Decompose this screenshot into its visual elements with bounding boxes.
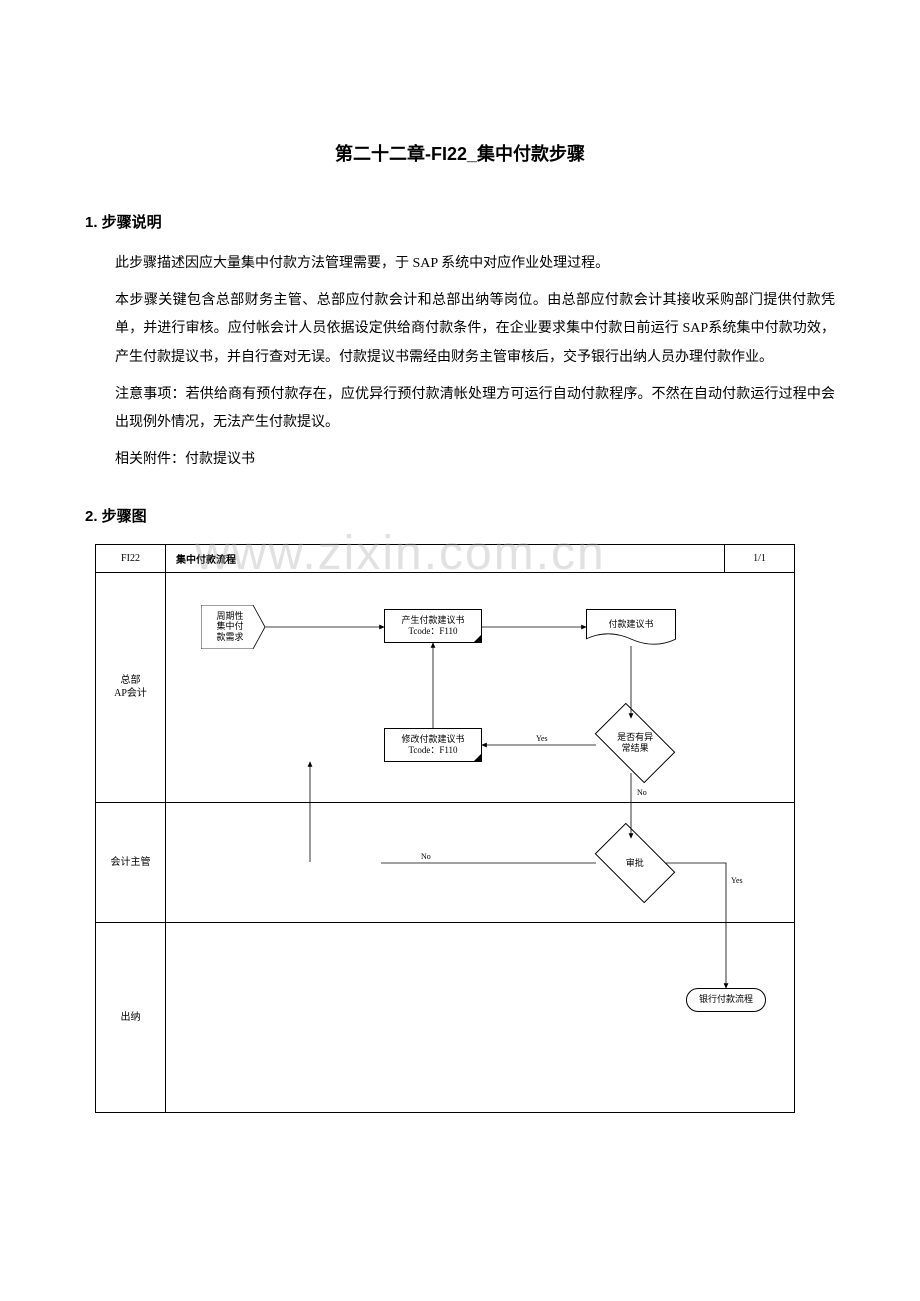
section-description: 1. 步骤说明 此步骤描述因应大量集中付款方法管理需要，于 SAP 系统中对应作… [85,211,835,475]
lane3-connectors [166,923,796,1113]
lane1-body: 周期性 集中付 款需求 产生付款建议书 Tcode：F110 付款建议书 [166,572,795,802]
node-abnormal: 是否有异 常结果 [595,703,676,784]
para-3: 注意事项：若供给商有预付款存在，应优异行预付款清帐处理方可运行自动付款程序。不然… [115,381,835,438]
label-no-1: No [637,788,647,797]
lane-cashier: 出纳 银行付款流程 [96,922,795,1112]
lane-supervisor: 会计主管 审批 No Yes [96,802,795,922]
para-4: 相关附件：付款提议书 [115,446,835,475]
label-no-2: No [421,852,431,861]
para-1: 此步骤描述因应大量集中付款方法管理需要，于 SAP 系统中对应作业处理过程。 [115,250,835,279]
lane3-label: 出纳 [96,922,166,1112]
page-title: 第二十二章-FI22_集中付款步骤 [85,140,835,166]
header-page: 1/1 [725,544,795,572]
lane2-label: 会计主管 [96,802,166,922]
node-bank: 银行付款流程 [686,988,766,1012]
node-demand: 周期性 集中付 款需求 [201,605,265,649]
section2-heading: 2. 步骤图 [85,505,835,526]
header-row: FI22 集中付款流程 1/1 [96,544,795,572]
lane3-body: 银行付款流程 [166,922,795,1112]
node-generate: 产生付款建议书 Tcode：F110 [384,609,482,643]
lane2-body: 审批 No Yes [166,802,795,922]
header-title: 集中付款流程 [166,544,725,572]
section-flowchart: 2. 步骤图 www.zixin.com.cn FI22 集中付款流程 1/1 … [85,505,835,1113]
label-yes-2: Yes [731,876,743,885]
header-code: FI22 [96,544,166,572]
para-2: 本步骤关键包含总部财务主管、总部应付款会计和总部出纳等岗位。由总部应付款会计其接… [115,287,835,373]
node-modify: 修改付款建议书 Tcode：F110 [384,728,482,762]
lane2-connectors: No Yes [166,803,796,923]
node-doc: 付款建议书 [586,609,676,639]
node-approve: 审批 [595,823,676,904]
flowchart: www.zixin.com.cn FI22 集中付款流程 1/1 总部 AP会计… [95,544,795,1113]
section1-heading: 1. 步骤说明 [85,211,835,232]
lane1-label: 总部 AP会计 [96,572,166,802]
lane-ap: 总部 AP会计 周期性 集中付 款需求 产生付款建议书 Tcode：F110 [96,572,795,802]
label-yes-1: Yes [536,734,548,743]
swimlane-table: FI22 集中付款流程 1/1 总部 AP会计 周期性 集中付 款需求 产生付款… [95,544,795,1113]
